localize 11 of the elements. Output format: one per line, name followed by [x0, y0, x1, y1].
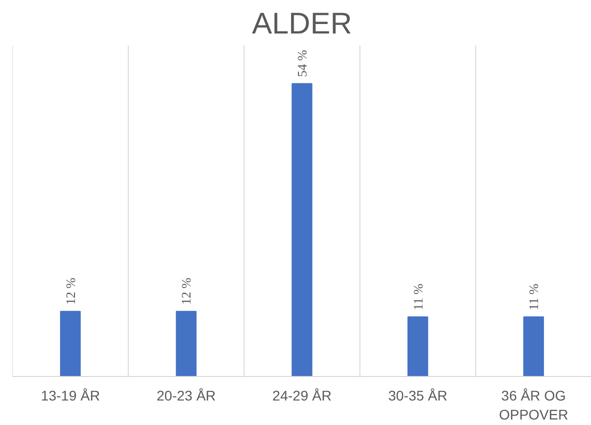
x-tick-label: 30-35 ÅR [388, 388, 448, 404]
data-label: 11 % [410, 283, 426, 310]
x-tick-label: 13-19 ÅR [40, 388, 100, 404]
x-tick-label: 24-29 ÅR [272, 388, 332, 404]
data-label: 12 % [178, 278, 194, 305]
x-tick-label: 36 ÅR OG OPPOVER [498, 388, 568, 423]
chart-title: ALDER [252, 8, 352, 40]
data-label: 12 % [62, 278, 78, 305]
x-tick-label: 20-23 ÅR [156, 388, 216, 404]
data-label: 54 % [294, 50, 310, 77]
data-label: 11 % [526, 283, 542, 310]
